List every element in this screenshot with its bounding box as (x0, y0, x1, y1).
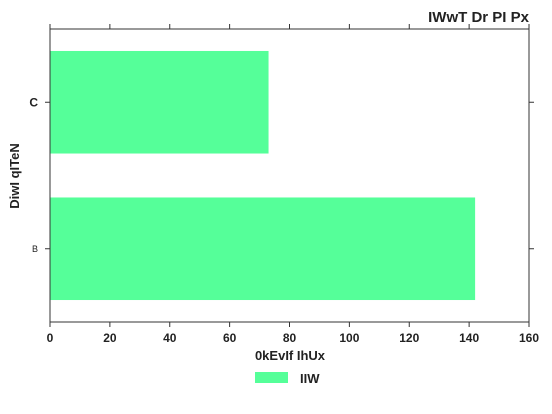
y-tick-label-b: B (32, 244, 38, 254)
chart-title: IWwT Dr PI Px (428, 9, 530, 26)
x-tick-label-20: 20 (103, 331, 117, 345)
y-tick-label-c: C (29, 95, 38, 109)
bar-b (50, 197, 476, 301)
y-axis-ticks: BC (29, 95, 534, 254)
y-axis-label: DiwI qITeN (7, 143, 22, 208)
x-tick-label-0: 0 (47, 331, 54, 345)
x-tick-label-160: 160 (519, 331, 539, 345)
x-tick-label-100: 100 (339, 331, 359, 345)
legend-label-iiw: IIW (300, 371, 320, 386)
x-tick-label-120: 120 (399, 331, 419, 345)
legend: IIW (255, 371, 320, 386)
x-tick-label-40: 40 (163, 331, 177, 345)
x-axis-ticks: 0 20 40 60 80 100 120 140 160 (47, 24, 539, 345)
bar-c (50, 50, 269, 154)
bars-group (50, 50, 476, 301)
x-tick-label-80: 80 (283, 331, 297, 345)
x-axis-label: 0kEvIf IhUx (255, 348, 326, 363)
legend-swatch-iiw (255, 372, 288, 383)
x-tick-label-60: 60 (223, 331, 237, 345)
x-tick-label-140: 140 (459, 331, 479, 345)
